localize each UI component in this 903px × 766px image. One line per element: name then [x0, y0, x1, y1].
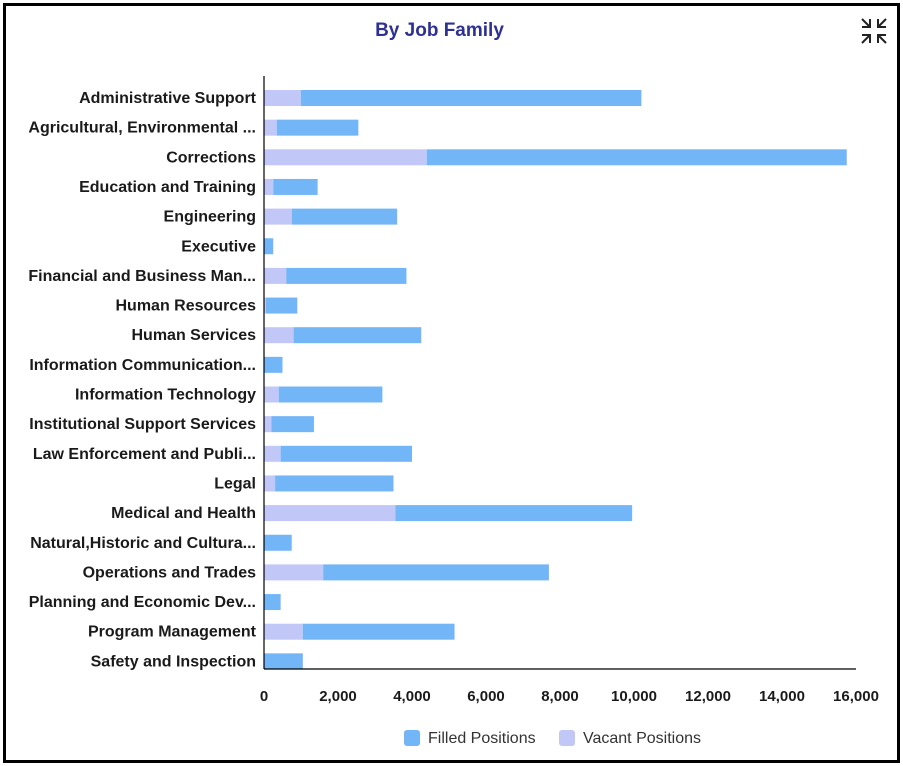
bar-vacant-positions-law-enforcement-and-publi[interactable]	[264, 445, 281, 462]
bar-vacant-positions-program-management[interactable]	[264, 623, 303, 640]
legend-label-vacant-positions[interactable]: Vacant Positions	[583, 730, 701, 747]
bar-vacant-positions-engineering[interactable]	[264, 208, 292, 225]
bar-vacant-positions-operations-and-trades[interactable]	[264, 564, 324, 581]
category-label: Natural,Historic and Cultura...	[30, 535, 256, 552]
x-tick-label: 6,000	[467, 688, 505, 705]
bar-filled-positions-natural-historic-and-cultura[interactable]	[264, 534, 292, 551]
legend-swatch-vacant-positions[interactable]	[559, 730, 575, 746]
bar-vacant-positions-administrative-support[interactable]	[264, 90, 301, 106]
x-tick-label: 12,000	[685, 688, 731, 705]
chart-title: By Job Family	[375, 20, 504, 41]
category-label: Program Management	[88, 624, 257, 641]
bar-filled-positions-information-communication[interactable]	[264, 356, 283, 373]
bar-filled-positions-executive[interactable]	[264, 238, 274, 255]
category-label: Planning and Economic Dev...	[29, 594, 256, 611]
category-label: Human Resources	[116, 298, 257, 315]
category-label: Agricultural, Environmental ...	[28, 120, 256, 137]
bar-filled-positions-education-and-training[interactable]	[273, 178, 318, 195]
x-tick-label: 16,000	[833, 688, 879, 705]
bar-filled-positions-legal[interactable]	[275, 475, 394, 492]
category-label: Medical and Health	[111, 505, 256, 522]
chart-panel: By Job Family Administrative Support Agri…	[3, 3, 900, 763]
category-label: Corrections	[166, 149, 256, 166]
collapse-arrows-icon[interactable]	[859, 16, 889, 46]
bar-filled-positions-agricultural-environmental[interactable]	[276, 119, 359, 136]
bar-filled-positions-information-technology[interactable]	[278, 386, 383, 403]
bar-vacant-positions-education-and-training[interactable]	[264, 178, 274, 195]
x-tick-label: 4,000	[393, 688, 431, 705]
category-label: Administrative Support	[79, 90, 257, 107]
bar-vacant-positions-information-technology[interactable]	[264, 386, 279, 403]
category-label: Law Enforcement and Publi...	[33, 446, 256, 463]
x-tick-label: 10,000	[611, 688, 657, 705]
bar-filled-positions-financial-and-business-man[interactable]	[286, 267, 407, 284]
bar-filled-positions-medical-and-health[interactable]	[395, 505, 633, 522]
bar-filled-positions-engineering[interactable]	[291, 208, 398, 225]
bar-vacant-positions-medical-and-health[interactable]	[264, 505, 396, 522]
category-label: Legal	[214, 475, 256, 492]
bar-filled-positions-administrative-support[interactable]	[301, 90, 642, 106]
category-label: Operations and Trades	[83, 564, 256, 581]
bar-filled-positions-program-management[interactable]	[302, 623, 455, 640]
bar-filled-positions-human-services[interactable]	[293, 327, 422, 344]
bar-filled-positions-human-resources[interactable]	[265, 297, 298, 314]
category-label: Financial and Business Man...	[28, 268, 256, 285]
legend-label-filled-positions[interactable]: Filled Positions	[428, 730, 536, 747]
x-tick-label: 2,000	[319, 688, 357, 705]
bar-vacant-positions-human-resources[interactable]	[264, 297, 266, 314]
legend-swatch-filled-positions[interactable]	[404, 730, 420, 746]
category-label: Executive	[181, 238, 256, 255]
bar-filled-positions-institutional-support-services[interactable]	[271, 416, 314, 433]
category-label: Education and Training	[79, 179, 256, 196]
category-label: Safety and Inspection	[91, 653, 256, 670]
x-tick-label: 8,000	[541, 688, 579, 705]
bar-chart: Administrative Support Agricultural, Envi…	[28, 76, 879, 747]
bar-vacant-positions-agricultural-environmental[interactable]	[264, 119, 277, 136]
bar-filled-positions-safety-and-inspection[interactable]	[264, 653, 303, 670]
category-label: Engineering	[164, 209, 256, 226]
x-tick-label: 14,000	[759, 688, 805, 705]
bar-vacant-positions-legal[interactable]	[264, 475, 276, 492]
category-label: Human Services	[131, 327, 256, 344]
bar-filled-positions-corrections[interactable]	[426, 149, 847, 166]
bar-filled-positions-operations-and-trades[interactable]	[323, 564, 549, 581]
bar-vacant-positions-human-services[interactable]	[264, 327, 294, 344]
bar-filled-positions-law-enforcement-and-publi[interactable]	[280, 445, 412, 462]
bar-vacant-positions-financial-and-business-man[interactable]	[264, 267, 287, 284]
category-label: Information Technology	[75, 387, 256, 404]
bar-vacant-positions-institutional-support-services[interactable]	[264, 416, 272, 433]
category-label: Institutional Support Services	[29, 416, 256, 433]
category-label: Information Communication...	[29, 357, 256, 374]
bar-vacant-positions-corrections[interactable]	[264, 149, 427, 166]
x-tick-label: 0	[260, 688, 268, 705]
bar-filled-positions-planning-and-economic-dev[interactable]	[264, 594, 281, 611]
